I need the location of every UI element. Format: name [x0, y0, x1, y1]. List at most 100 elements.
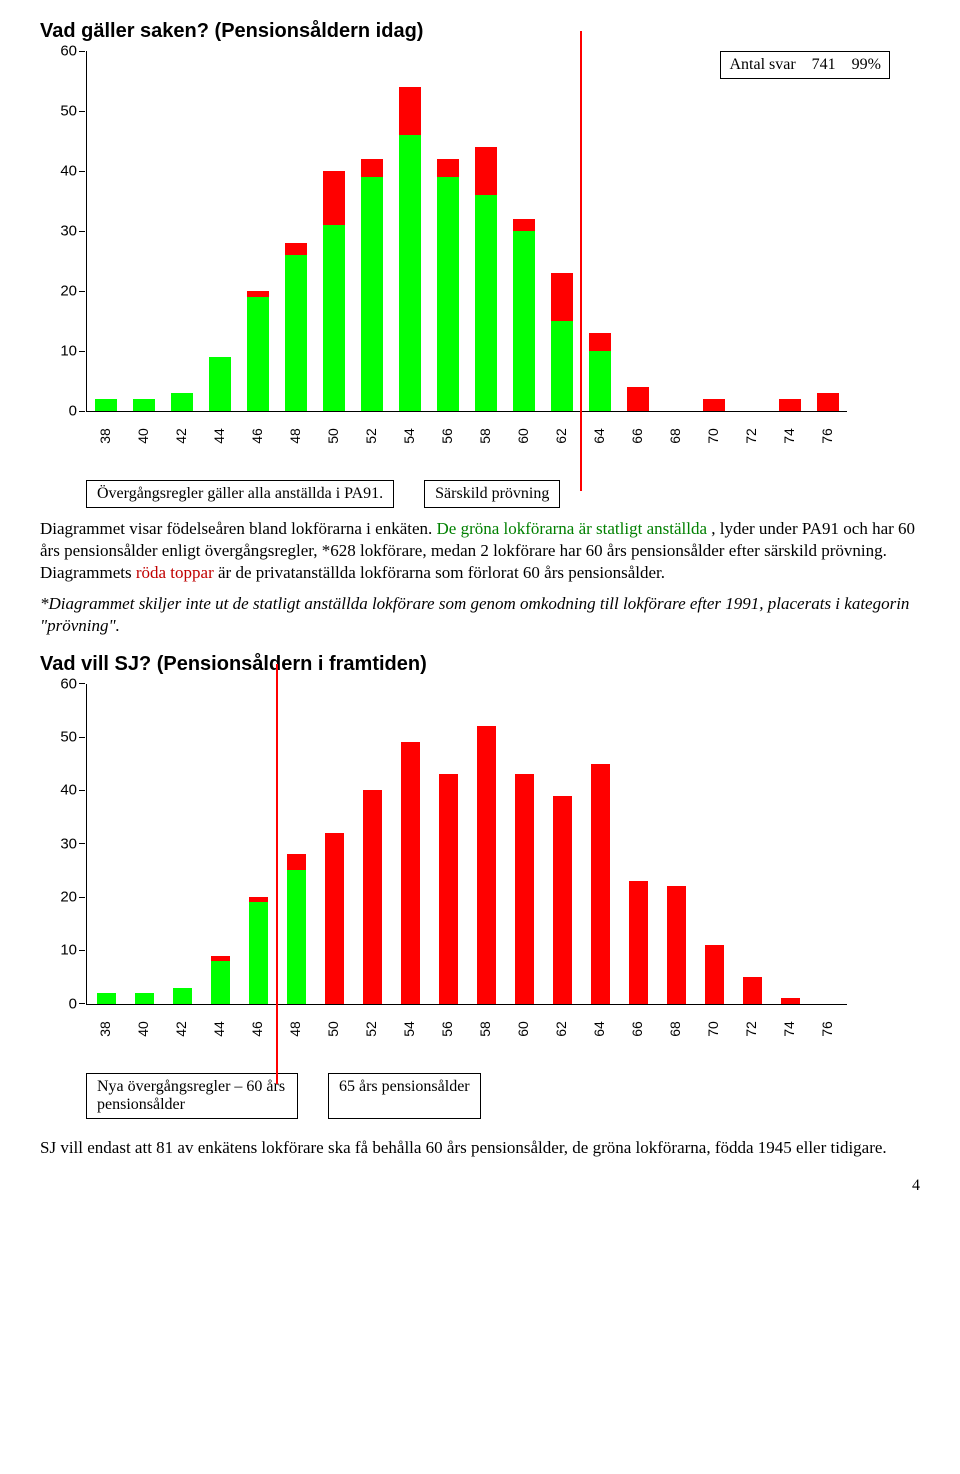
xtick: 50 [325, 1020, 341, 1038]
page-number: 4 [40, 1177, 920, 1195]
body1-p1-c: är de privatanställda lokförarna som för… [218, 563, 665, 582]
ytick [79, 171, 85, 172]
bar-seg-red [399, 87, 421, 135]
xtick: 58 [477, 1020, 493, 1038]
bar-seg-red [325, 833, 344, 1004]
bar-seg-green [209, 357, 231, 411]
ytick [79, 843, 85, 844]
bar-seg-red [477, 726, 496, 1003]
chart2-legend: Nya övergångsregler – 60 års pensionsåld… [86, 1073, 920, 1119]
ytick [79, 51, 85, 52]
bar [173, 988, 192, 1004]
ylabel: 50 [43, 103, 77, 120]
annot-pct: 99% [852, 56, 881, 73]
bar-seg-green [285, 255, 307, 411]
bar-seg-red [703, 399, 725, 411]
ylabel: 30 [43, 835, 77, 852]
xtick: 40 [135, 1020, 151, 1038]
bar-seg-red [667, 886, 686, 1003]
bar [551, 273, 573, 411]
bar-seg-green [361, 177, 383, 411]
ytick [79, 291, 85, 292]
bar-seg-green [95, 399, 117, 411]
body1-p1-green: De gröna lokförarna är statligt anställd… [437, 519, 707, 538]
xtick: 74 [781, 427, 797, 445]
bar [325, 833, 344, 1004]
bar [171, 393, 193, 411]
bar [135, 993, 154, 1004]
body1-p1-red: röda toppar [136, 563, 214, 582]
xtick: 64 [591, 427, 607, 445]
bar-seg-green [97, 993, 116, 1004]
ytick [79, 790, 85, 791]
xtick: 54 [401, 427, 417, 445]
xtick: 38 [97, 427, 113, 445]
bar [779, 399, 801, 411]
xtick: 76 [819, 427, 835, 445]
bar [703, 399, 725, 411]
ylabel: 60 [43, 43, 77, 60]
bar [399, 87, 421, 411]
bar [133, 399, 155, 411]
bar [437, 159, 459, 411]
xtick: 70 [705, 1020, 721, 1038]
bar-seg-red [627, 387, 649, 411]
bar [247, 291, 269, 411]
legend2-left: Nya övergångsregler – 60 års pensionsåld… [86, 1073, 298, 1119]
bar-seg-red [363, 790, 382, 1003]
legend2-right: 65 års pensionsålder [328, 1073, 481, 1119]
ylabel: 40 [43, 782, 77, 799]
bar-seg-red [401, 742, 420, 1003]
bar [439, 774, 458, 1003]
bar-seg-red [323, 171, 345, 225]
chart1-xaxis: 3840424446485052545658606264666870727476 [86, 414, 846, 444]
body1-p1-a: Diagrammet visar födelseåren bland lokfö… [40, 519, 437, 538]
bar-seg-green [247, 297, 269, 411]
bar [211, 956, 230, 1004]
bar [249, 897, 268, 1004]
body1-p1: Diagrammet visar födelseåren bland lokfö… [40, 518, 920, 583]
chart1-legend: Övergångsregler gäller alla anställda i … [86, 480, 920, 508]
ylabel: 0 [43, 403, 77, 420]
ytick [79, 950, 85, 951]
xtick: 56 [439, 1020, 455, 1038]
bar [97, 993, 116, 1004]
bar [361, 159, 383, 411]
chart2-xaxis: 3840424446485052545658606264666870727476 [86, 1007, 846, 1037]
ylabel: 40 [43, 163, 77, 180]
xtick: 60 [515, 1020, 531, 1038]
bar [323, 171, 345, 411]
chart2-plot: 0102030405060 [86, 684, 847, 1005]
xtick: 48 [287, 1020, 303, 1038]
bar-seg-red [361, 159, 383, 177]
bar [95, 399, 117, 411]
bar [477, 726, 496, 1003]
xtick: 62 [553, 1020, 569, 1038]
bar [591, 764, 610, 1004]
bar [285, 243, 307, 411]
ylabel: 20 [43, 889, 77, 906]
xtick: 38 [97, 1020, 113, 1038]
ylabel: 60 [43, 675, 77, 692]
xtick: 42 [173, 1020, 189, 1038]
bar-seg-green [475, 195, 497, 411]
bar [817, 393, 839, 411]
bar-seg-red [817, 393, 839, 411]
bar-seg-green [249, 902, 268, 1003]
bar [589, 333, 611, 411]
bar [743, 977, 762, 1004]
bar-seg-red [551, 273, 573, 321]
bar-seg-red [591, 764, 610, 1004]
bar-seg-red [287, 854, 306, 870]
ylabel: 50 [43, 729, 77, 746]
bar-seg-red [553, 796, 572, 1004]
bar [401, 742, 420, 1003]
bars [87, 684, 847, 1004]
xtick: 48 [287, 427, 303, 445]
bar [667, 886, 686, 1003]
xtick: 52 [363, 1020, 379, 1038]
bar-seg-red [437, 159, 459, 177]
bar [515, 774, 534, 1003]
xtick: 72 [743, 427, 759, 445]
ylabel: 10 [43, 942, 77, 959]
